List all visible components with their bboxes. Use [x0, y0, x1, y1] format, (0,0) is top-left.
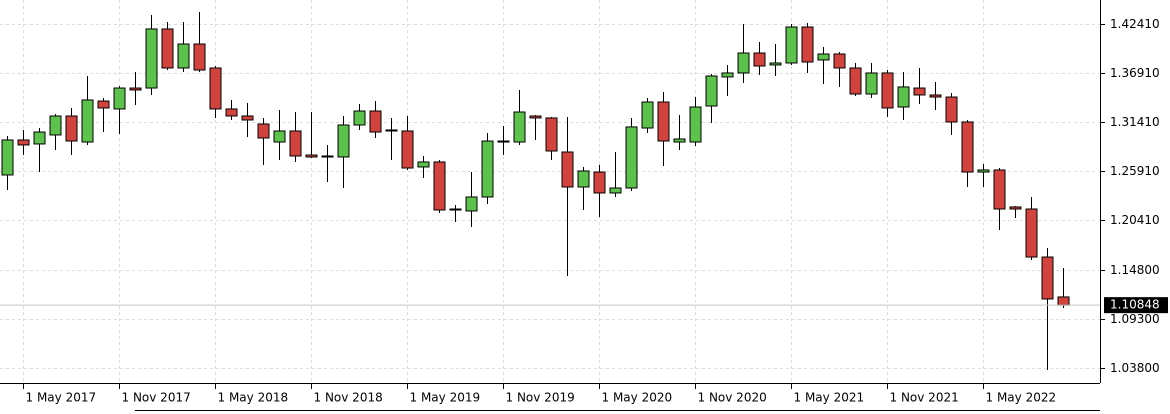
- candle-body: [801, 26, 814, 63]
- candle-body: [225, 108, 238, 117]
- candle-body: [369, 110, 382, 133]
- y-tick-label: 1.20410: [1110, 213, 1160, 227]
- candle-body: [177, 43, 190, 69]
- candle-body: [689, 106, 702, 143]
- x-tick-label: 1 Nov 2017: [122, 391, 191, 405]
- candle-body: [657, 101, 670, 142]
- y-tick-label: 1.09300: [1110, 312, 1160, 326]
- candle-body: [417, 161, 430, 168]
- candle-body: [97, 100, 110, 109]
- x-tick-label: 1 May 2017: [26, 391, 97, 405]
- candle-body: [977, 169, 990, 173]
- x-tick-label: 1 May 2021: [794, 391, 865, 405]
- candle-body: [561, 151, 574, 188]
- candle-body: [673, 138, 686, 143]
- candle-body: [273, 130, 286, 143]
- y-tick-label: 1.42410: [1110, 17, 1160, 31]
- x-tick-label: 1 May 2019: [410, 391, 481, 405]
- candle-body: [257, 123, 270, 139]
- candle-body: [737, 52, 750, 74]
- y-tick-label: 1.14800: [1110, 263, 1160, 277]
- candle-body: [209, 67, 222, 110]
- x-tick-label: 1 May 2022: [986, 391, 1057, 405]
- candle-body: [785, 26, 798, 64]
- candle-body: [625, 126, 638, 189]
- candle-body: [881, 72, 894, 109]
- candle-body: [65, 115, 78, 142]
- candle-body: [609, 187, 622, 194]
- candle-body: [145, 28, 158, 89]
- candle-body: [465, 196, 478, 212]
- x-tick-label: 1 Nov 2019: [506, 391, 575, 405]
- candle-body: [545, 117, 558, 152]
- y-tick-label: 1.25910: [1110, 164, 1160, 178]
- y-tick-label: 1.36910: [1110, 66, 1160, 80]
- candle-body: [961, 121, 974, 173]
- candle-body: [929, 94, 942, 98]
- candle-body: [353, 110, 366, 126]
- y-tick-label: 1.31410: [1110, 115, 1160, 129]
- y-tick-label: 1.03800: [1110, 361, 1160, 375]
- last-price-label: 1.10848: [1110, 298, 1160, 312]
- candle-body: [1009, 206, 1022, 210]
- candle-body: [833, 53, 846, 69]
- candle-body: [33, 131, 46, 145]
- candle-body: [193, 43, 206, 71]
- x-tick-label: 1 Nov 2021: [890, 391, 959, 405]
- candle-body: [129, 87, 142, 91]
- candle-body: [17, 139, 30, 146]
- candle-body: [753, 52, 766, 67]
- candle-body: [449, 208, 462, 211]
- candle-body: [1, 139, 14, 176]
- candle-body: [513, 111, 526, 143]
- candle-body: [161, 28, 174, 69]
- candle-body: [705, 75, 718, 107]
- candle-body: [993, 169, 1006, 210]
- x-tick-label: 1 May 2018: [218, 391, 289, 405]
- candle-body: [769, 62, 782, 66]
- candle-body: [849, 67, 862, 95]
- x-tick-label: 1 Nov 2020: [698, 391, 767, 405]
- candle-body: [305, 154, 318, 158]
- candle-body: [1025, 208, 1038, 258]
- candle-body: [897, 86, 910, 108]
- candle-body: [481, 140, 494, 198]
- x-tick-label: 1 May 2020: [602, 391, 673, 405]
- candle-body: [721, 72, 734, 78]
- candle-body: [529, 115, 542, 119]
- candle-body: [113, 87, 126, 110]
- candle-body: [1041, 256, 1054, 300]
- candle-body: [81, 99, 94, 143]
- last-price-box: [1104, 297, 1168, 314]
- candle-body: [817, 53, 830, 61]
- candle-body: [945, 96, 958, 123]
- candle-body: [337, 124, 350, 158]
- candle-body: [321, 155, 334, 158]
- candle-body: [433, 161, 446, 211]
- candle-body: [49, 115, 62, 136]
- candle-body: [913, 87, 926, 96]
- candle-body: [1057, 296, 1070, 306]
- candle-body: [241, 115, 254, 121]
- candle-body: [865, 72, 878, 95]
- candle-body: [289, 130, 302, 157]
- candle-body: [593, 171, 606, 194]
- candle-body: [497, 140, 510, 143]
- candle-body: [385, 129, 398, 132]
- candle-body: [641, 101, 654, 129]
- x-tick-label: 1 Nov 2018: [314, 391, 383, 405]
- candle-body: [577, 170, 590, 188]
- candle-body: [401, 130, 414, 169]
